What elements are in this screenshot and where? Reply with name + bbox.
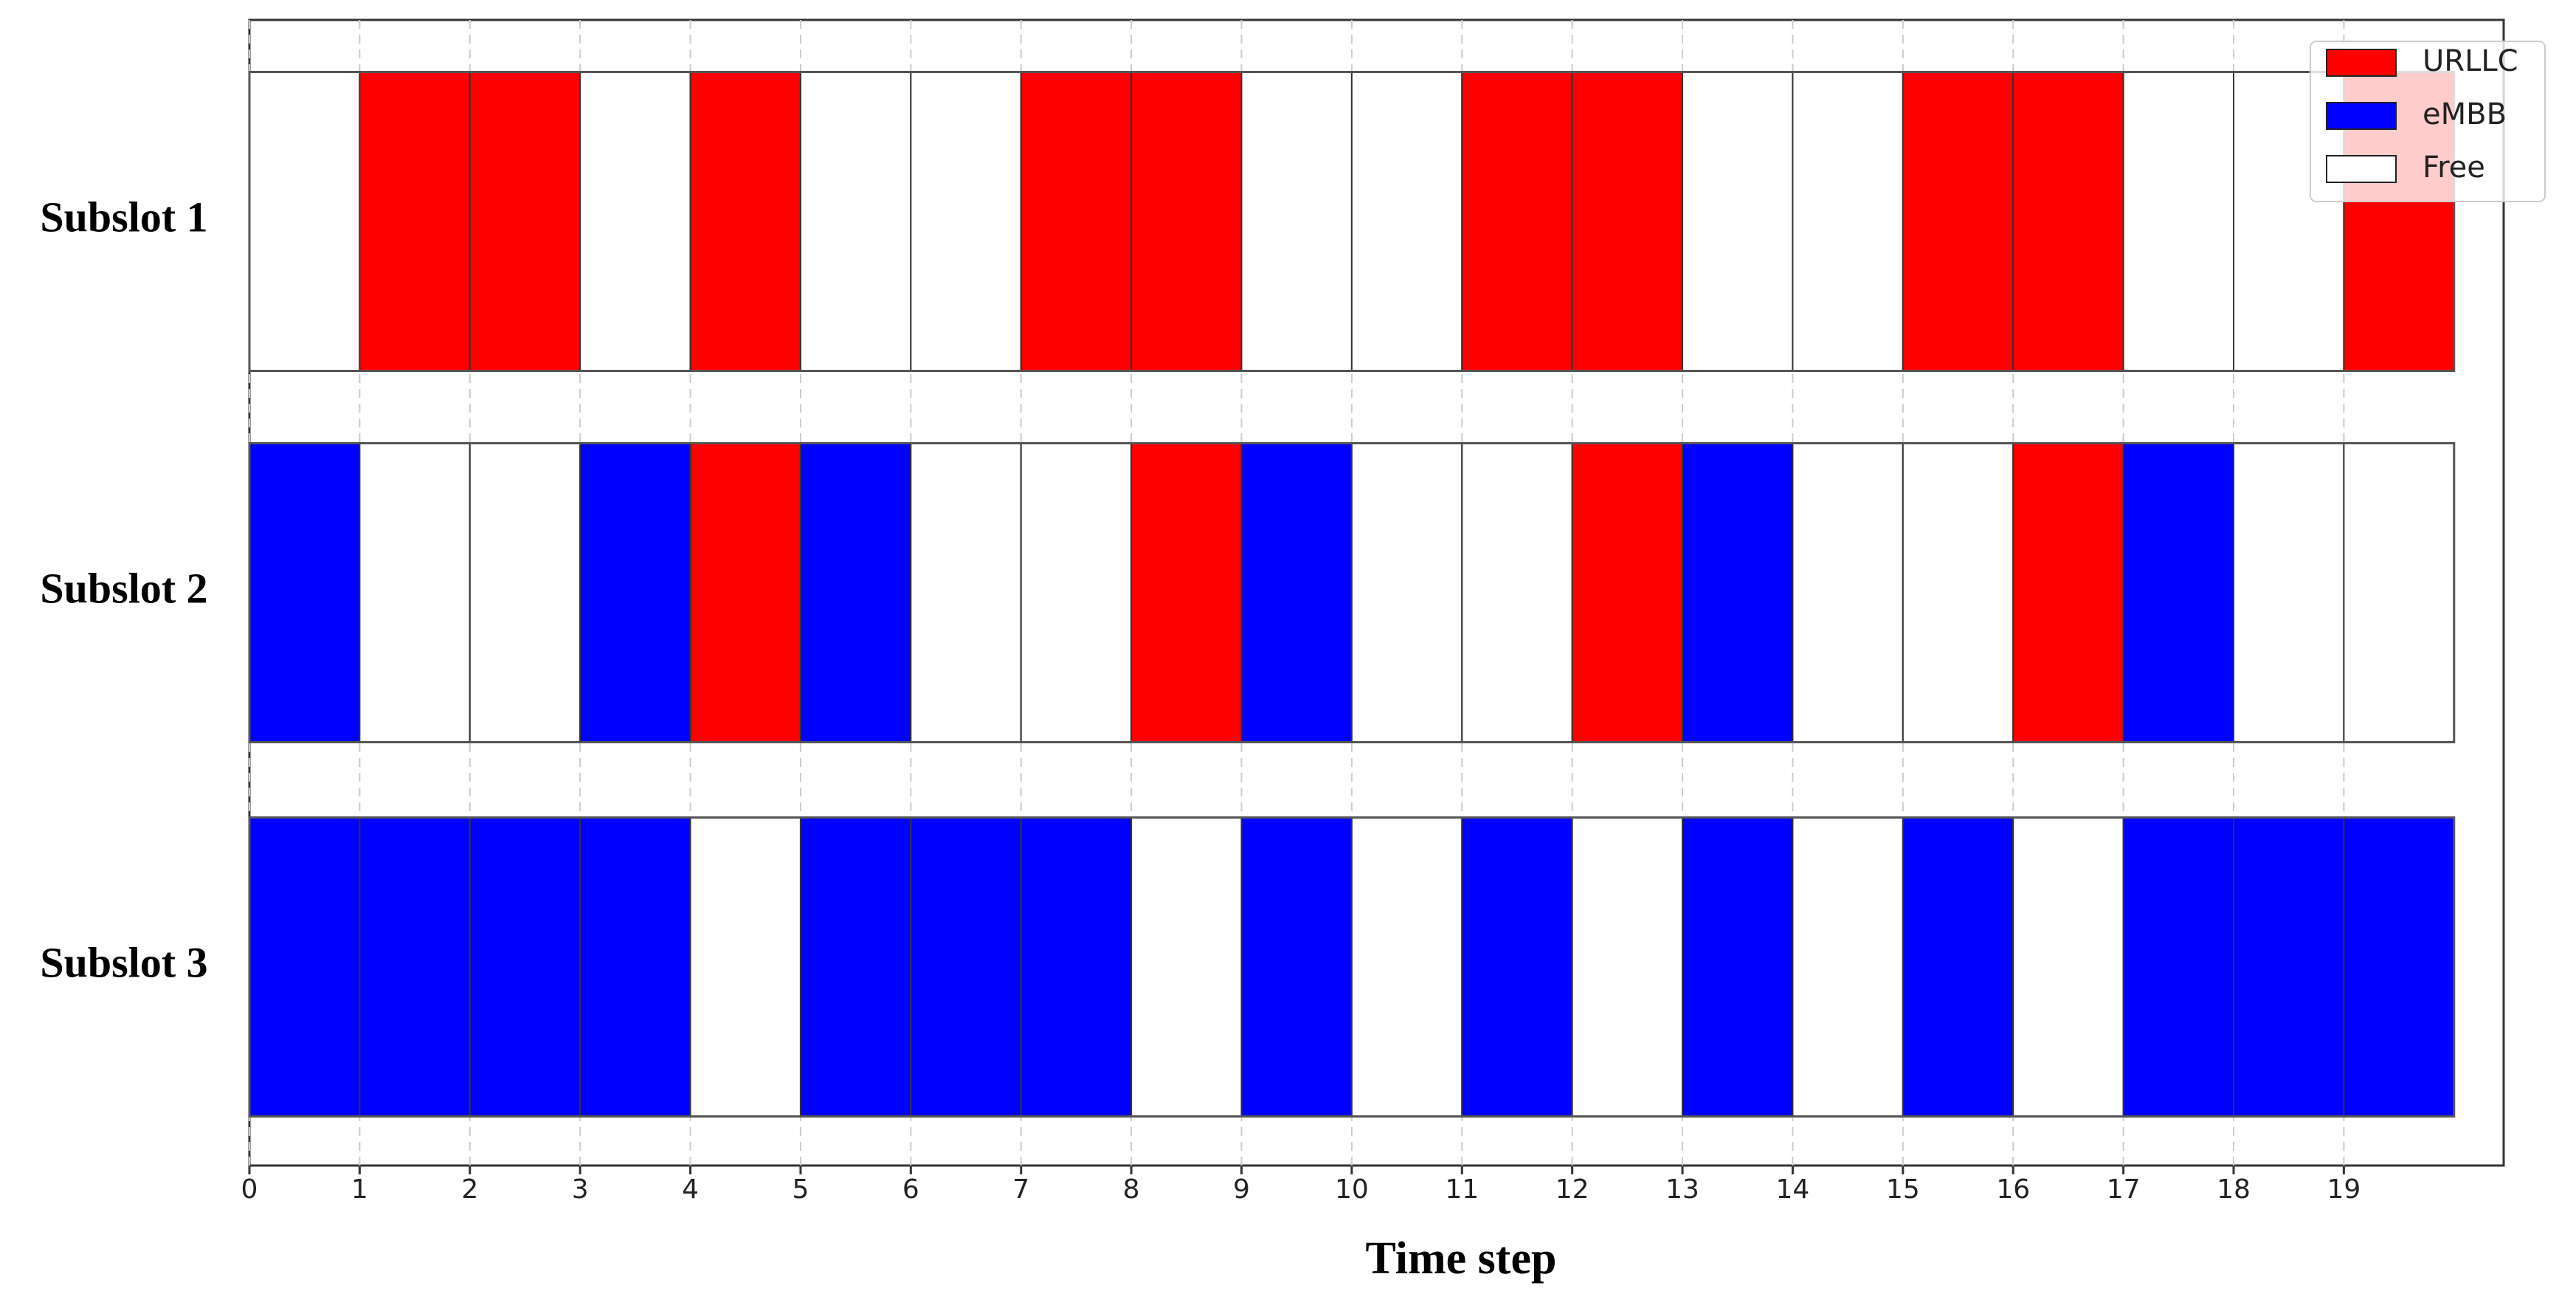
cell <box>1020 442 1133 743</box>
cell <box>359 816 471 1118</box>
cell <box>799 71 912 372</box>
x-tick-label: 18 <box>2217 1174 2251 1205</box>
cell <box>1130 816 1243 1118</box>
cell <box>1240 816 1353 1118</box>
x-tick-label: 0 <box>241 1174 258 1205</box>
legend-swatch <box>2326 155 2397 183</box>
cell <box>1240 442 1353 743</box>
cell <box>2232 442 2345 743</box>
x-tick-label: 19 <box>2327 1174 2361 1205</box>
cell <box>2122 816 2234 1118</box>
x-axis-label: Time step <box>1366 1233 1557 1284</box>
cell <box>1682 442 1794 743</box>
cell <box>2232 816 2345 1118</box>
x-tick-label: 8 <box>1123 1174 1140 1205</box>
cell <box>1682 71 1794 372</box>
cell <box>2122 442 2234 743</box>
cell <box>2012 816 2124 1118</box>
cell <box>910 71 1022 372</box>
x-tick-label: 17 <box>2107 1174 2141 1205</box>
cell <box>1020 816 1133 1118</box>
x-tick-label: 15 <box>1886 1174 1920 1205</box>
cell <box>1792 816 1904 1118</box>
cell <box>249 442 361 743</box>
cell <box>1350 442 1463 743</box>
cell <box>579 816 691 1118</box>
legend-label: URLLC <box>2423 44 2518 78</box>
cell <box>1350 816 1463 1118</box>
x-tick-label: 6 <box>902 1174 919 1205</box>
cell <box>249 816 361 1118</box>
cell <box>1902 442 2014 743</box>
cell <box>2122 71 2234 372</box>
cell <box>1792 442 1904 743</box>
cell <box>1020 71 1133 372</box>
x-tick-label: 16 <box>1996 1174 2030 1205</box>
x-tick-label: 1 <box>351 1174 368 1205</box>
cell <box>910 442 1022 743</box>
cell <box>1571 71 1684 372</box>
x-tick-label: 11 <box>1445 1174 1479 1205</box>
cell <box>1571 816 1684 1118</box>
cell <box>1792 71 1904 372</box>
cell <box>1461 71 1573 372</box>
cell <box>1350 71 1463 372</box>
row-frame <box>248 816 2456 1118</box>
row-label: Subslot 3 <box>40 938 207 986</box>
x-tick-label: 4 <box>682 1174 699 1205</box>
cell <box>359 442 471 743</box>
x-tick-label: 3 <box>572 1174 589 1205</box>
cell <box>469 71 581 372</box>
cell <box>1461 442 1573 743</box>
cell <box>1902 71 2014 372</box>
cell <box>2343 442 2455 743</box>
cell <box>2343 816 2455 1118</box>
legend-swatch <box>2326 49 2397 77</box>
cell <box>689 71 801 372</box>
cell <box>910 816 1022 1118</box>
x-tick-label: 14 <box>1776 1174 1810 1205</box>
row-label: Subslot 1 <box>40 193 207 241</box>
x-tick-label: 2 <box>461 1174 478 1205</box>
cell <box>2012 71 2124 372</box>
cell <box>469 816 581 1118</box>
row-frame <box>248 71 2456 372</box>
cell <box>579 71 691 372</box>
cell <box>689 816 801 1118</box>
cell <box>1461 816 1573 1118</box>
cell <box>799 816 912 1118</box>
cell <box>1130 442 1243 743</box>
x-tick-label: 12 <box>1555 1174 1589 1205</box>
x-tick-label: 9 <box>1233 1174 1250 1205</box>
row-frame <box>248 442 2456 743</box>
x-tick-label: 5 <box>792 1174 809 1205</box>
cell <box>799 442 912 743</box>
legend-label: Free <box>2423 151 2485 185</box>
x-tick-label: 7 <box>1012 1174 1029 1205</box>
cell <box>249 71 361 372</box>
legend-swatch <box>2326 102 2397 130</box>
legend-label: eMBB <box>2423 97 2507 131</box>
x-tick-label: 10 <box>1335 1174 1369 1205</box>
cell <box>689 442 801 743</box>
cell <box>1682 816 1794 1118</box>
row-label: Subslot 2 <box>40 564 207 612</box>
cell <box>1571 442 1684 743</box>
cell <box>1130 71 1243 372</box>
cell <box>579 442 691 743</box>
cell <box>2012 442 2124 743</box>
legend: URLLC eMBB Free <box>2310 41 2546 202</box>
cell <box>359 71 471 372</box>
x-tick-label: 13 <box>1665 1174 1699 1205</box>
cell <box>469 442 581 743</box>
cell <box>1902 816 2014 1118</box>
cell <box>1240 71 1353 372</box>
